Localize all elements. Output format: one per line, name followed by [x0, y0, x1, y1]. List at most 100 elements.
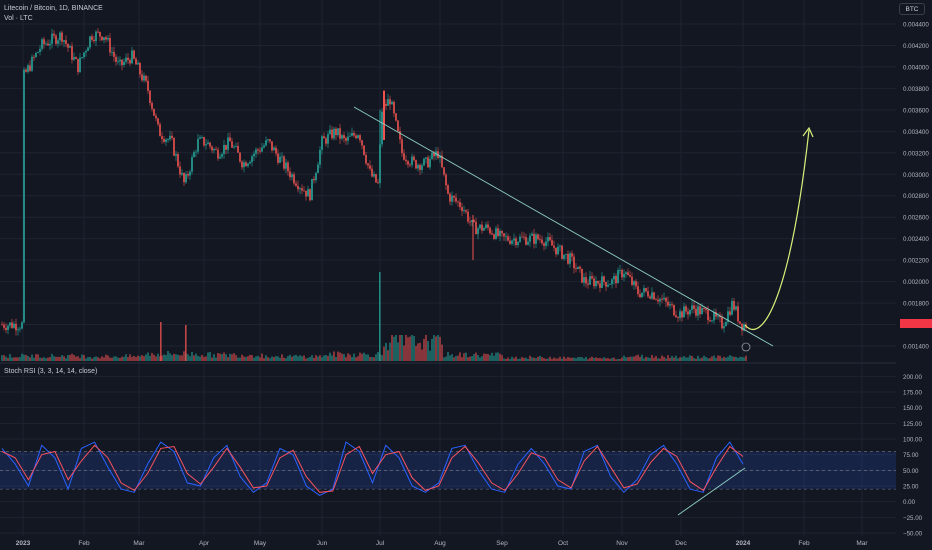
candle-body — [505, 236, 507, 238]
candle-body — [163, 139, 165, 142]
projection-curve — [744, 129, 810, 330]
candle-body — [3, 324, 5, 328]
volume-bar — [197, 355, 199, 361]
candle-body — [133, 50, 135, 59]
volume-label[interactable]: Vol · LTC — [4, 15, 33, 22]
stoch-k-line — [1, 441, 744, 496]
volume-bar — [733, 356, 735, 361]
candle-body — [279, 156, 281, 163]
candle-body — [79, 57, 81, 73]
candle-body — [285, 162, 287, 169]
volume-bar — [339, 352, 341, 361]
candle-body — [175, 154, 177, 156]
volume-bar — [25, 354, 27, 361]
candle-body — [615, 275, 617, 284]
volume-bar — [509, 359, 511, 361]
candle-body — [337, 128, 339, 136]
currency-button[interactable]: BTC — [899, 3, 925, 15]
volume-bar — [389, 342, 391, 361]
volume-bar — [563, 356, 565, 361]
candle-body — [187, 174, 189, 176]
volume-bar — [487, 353, 489, 361]
candle-body — [147, 80, 149, 91]
volume-bar — [527, 358, 529, 361]
candle-body — [517, 241, 519, 246]
candle-body — [211, 146, 213, 151]
candle-body — [603, 276, 605, 283]
candle-body — [531, 233, 533, 236]
volume-bar — [675, 355, 677, 361]
candle-body — [639, 294, 641, 298]
candle-body — [153, 108, 155, 116]
candle-body — [221, 154, 223, 157]
candle-body — [283, 156, 285, 169]
indicator-label[interactable]: Stoch RSI (3, 3, 14, 14, close) — [4, 368, 98, 375]
price-tick-label: 0.002800 — [903, 193, 929, 200]
volume-bar — [367, 354, 369, 361]
volume-bar — [67, 355, 69, 361]
candle-body — [491, 233, 493, 235]
price-tick-label: 0.004400 — [903, 22, 929, 29]
candle-body — [75, 57, 77, 59]
volume-bar — [535, 358, 537, 361]
candle-body — [637, 286, 639, 295]
volume-bar — [47, 357, 49, 361]
candle-body — [627, 272, 629, 276]
candle-body — [499, 230, 501, 237]
volume-bar — [657, 358, 659, 361]
volume-bar — [381, 355, 383, 361]
candle-body — [61, 32, 63, 42]
volume-bar — [413, 335, 415, 361]
volume-bar — [17, 357, 19, 361]
volume-bar — [235, 355, 237, 361]
candle-body — [477, 228, 479, 235]
candle-body — [183, 173, 185, 183]
candle-body — [249, 162, 251, 164]
candle-body — [47, 43, 49, 46]
volume-bar — [137, 355, 139, 361]
candle-body — [449, 193, 451, 202]
volume-bar — [629, 356, 631, 361]
volume-bar — [29, 357, 31, 361]
candle-body — [395, 113, 397, 121]
candle-body — [483, 228, 485, 231]
candle-body — [303, 190, 305, 192]
volume-bar — [107, 355, 109, 361]
volume-bar — [687, 357, 689, 361]
volume-bar — [217, 353, 219, 361]
candle-body — [687, 311, 689, 315]
candle-body — [143, 75, 145, 81]
candle-body — [619, 269, 621, 271]
candle-body — [333, 128, 335, 139]
volume-bar — [541, 357, 543, 361]
volume-bar — [99, 358, 101, 361]
candle-body — [737, 306, 739, 322]
x-tick-label: Mar — [133, 540, 145, 547]
candle-body — [659, 298, 661, 302]
volume-bar — [539, 355, 541, 361]
volume-bar — [639, 356, 641, 361]
symbol-title[interactable]: Litecoin / Bitcoin, 1D, BINANCE — [4, 5, 103, 12]
volume-bar — [309, 356, 311, 361]
candle-body — [625, 272, 627, 274]
candle-body — [319, 149, 321, 165]
candle-body — [431, 152, 433, 159]
volume-bar — [579, 357, 581, 361]
candle-body — [523, 236, 525, 238]
volume-bar — [319, 355, 321, 361]
volume-bar — [341, 353, 343, 361]
candle-body — [43, 39, 45, 45]
volume-bar — [625, 357, 627, 361]
x-tick-label: Jun — [317, 540, 328, 547]
volume-bar — [729, 355, 731, 361]
candle-body — [241, 161, 243, 168]
volume-bar — [647, 357, 649, 361]
candle-body — [199, 137, 201, 139]
volume-bar — [609, 358, 611, 361]
volume-bar — [369, 356, 371, 361]
candle-body — [643, 288, 645, 293]
volume-bar — [627, 357, 629, 361]
candle-body — [527, 241, 529, 245]
candle-body — [503, 233, 505, 237]
